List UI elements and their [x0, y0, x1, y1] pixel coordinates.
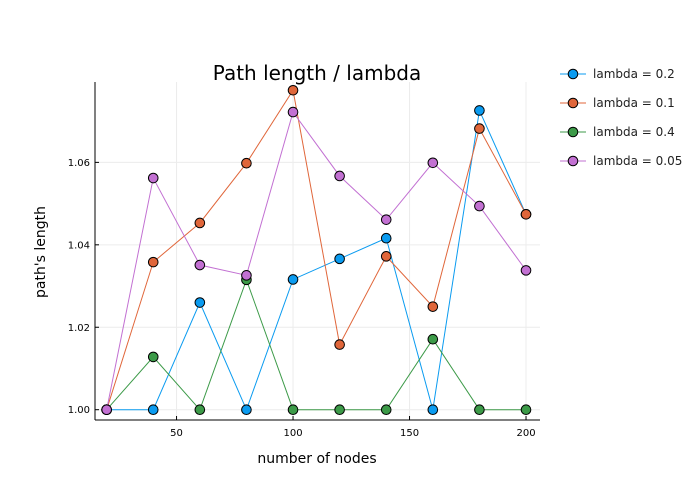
data-point	[427, 333, 439, 345]
x-tick-label: 50	[170, 428, 183, 439]
data-point	[241, 270, 252, 281]
chart-title: Path length / lambda	[213, 61, 421, 85]
legend-label: lambda = 0.4	[593, 125, 675, 139]
data-point	[380, 232, 392, 244]
data-point	[520, 265, 532, 276]
data-point	[194, 297, 206, 308]
data-point	[147, 351, 159, 363]
series-1	[101, 84, 532, 415]
tick-labels: 50 100 150 200 1.00 1.02 1.04 1.06	[68, 158, 536, 439]
axes	[94, 82, 540, 421]
data-point	[334, 404, 345, 415]
series-2	[101, 274, 532, 415]
plot-area	[101, 84, 532, 415]
data-point	[194, 404, 206, 415]
data-point	[287, 106, 299, 118]
data-point	[380, 251, 392, 262]
data-point	[334, 170, 345, 182]
x-tick-label: 200	[516, 428, 535, 439]
series-3	[101, 106, 532, 415]
series-line	[106, 278, 527, 411]
legend-marker	[567, 68, 579, 80]
legend-label: lambda = 0.2	[593, 67, 675, 81]
data-point	[241, 157, 252, 169]
series-line	[106, 108, 527, 412]
x-tick-label: 100	[283, 428, 302, 439]
data-point	[474, 123, 485, 134]
legend-item: lambda = 0.4	[560, 125, 675, 139]
legend: lambda = 0.2 lambda = 0.1 lambda = 0.4 lamb…	[560, 67, 682, 168]
data-point	[147, 172, 159, 184]
data-point	[380, 214, 392, 225]
data-point	[101, 404, 112, 415]
data-point	[194, 217, 206, 229]
y-tick-label: 1.04	[68, 240, 90, 251]
data-point	[241, 404, 252, 415]
x-tick-label: 150	[400, 428, 419, 439]
legend-label: lambda = 0.05	[593, 154, 682, 168]
data-point	[194, 259, 206, 271]
data-point	[427, 301, 439, 312]
data-point	[427, 157, 439, 169]
series-line	[106, 88, 527, 410]
y-tick-label: 1.02	[68, 323, 90, 334]
data-point	[474, 404, 485, 415]
legend-marker	[567, 155, 579, 167]
legend-label: lambda = 0.1	[593, 96, 675, 110]
legend-marker	[567, 126, 579, 138]
series-0	[101, 105, 532, 415]
data-point	[334, 253, 345, 265]
data-point	[427, 404, 439, 415]
data-point	[474, 105, 485, 116]
series-line	[106, 110, 527, 410]
data-point	[147, 256, 159, 268]
x-axis-title: number of nodes	[257, 451, 376, 467]
legend-item: lambda = 0.1	[560, 96, 675, 110]
data-point	[147, 404, 159, 415]
y-axis-title: path's length	[33, 206, 49, 298]
data-point	[520, 209, 532, 220]
data-point	[287, 84, 299, 96]
data-point	[474, 200, 485, 212]
y-tick-label: 1.00	[68, 405, 90, 416]
y-tick-label: 1.06	[68, 158, 90, 169]
grid	[95, 82, 540, 420]
legend-item: lambda = 0.05	[560, 154, 682, 168]
data-point	[287, 274, 299, 285]
data-point	[334, 339, 345, 350]
legend-marker	[567, 97, 579, 109]
data-point	[520, 404, 532, 415]
legend-item: lambda = 0.2	[560, 67, 675, 81]
data-point	[380, 404, 392, 415]
data-point	[287, 404, 299, 415]
